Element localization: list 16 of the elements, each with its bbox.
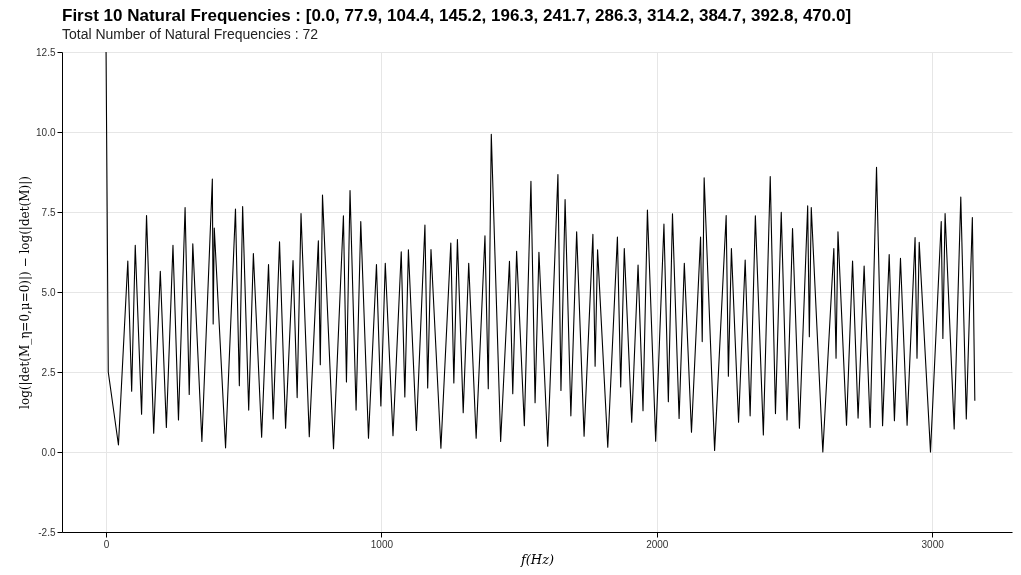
x-tick-label: 3000 — [921, 538, 945, 550]
y-tick-label: 7.5 — [41, 206, 56, 218]
x-tick-label: 0 — [103, 538, 110, 550]
chart-title: First 10 Natural Frequencies : [0.0, 77.9, 104.4, 145.2, 196.3, 241.7, 286.3, 314.2, 384.7, 392.8, 470.0] — [62, 6, 852, 25]
y-tick-label: 12.5 — [36, 46, 56, 58]
y-axis-title: log(|det(M_η=0,μ=0)|) − log(|det(M)|) — [18, 176, 33, 409]
chart-subtitle: Total Number of Natural Frequencies : 72 — [62, 26, 319, 42]
y-tick-label: 0.0 — [41, 446, 56, 458]
x-tick-label: 1000 — [370, 538, 394, 550]
line-series — [105, 52, 976, 453]
y-tick-label: -2.5 — [38, 526, 56, 538]
x-tick-label: 2000 — [646, 538, 669, 550]
y-tick-label: 5.0 — [41, 286, 56, 298]
x-axis-title: f(Hz) — [519, 551, 555, 567]
y-tick-label: 2.5 — [41, 366, 56, 378]
y-tick-label: 10.0 — [36, 126, 56, 138]
